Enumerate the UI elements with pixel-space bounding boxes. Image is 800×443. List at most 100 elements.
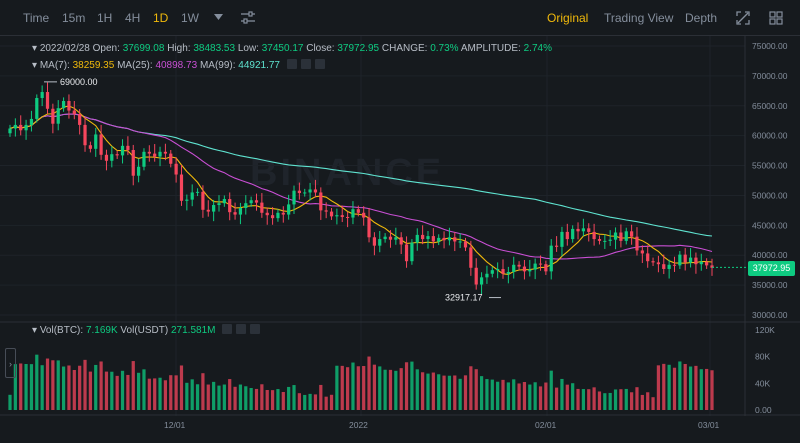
- candle: [571, 225, 575, 243]
- volume-bar: [67, 365, 71, 410]
- candle: [201, 185, 205, 218]
- volume-bar: [72, 370, 76, 410]
- candle: [608, 230, 612, 246]
- view-trading-view[interactable]: Trading View: [604, 11, 674, 25]
- grid-layout-icon[interactable]: [769, 11, 783, 25]
- ma7-value: 38259.35: [72, 60, 115, 71]
- volume-bar: [630, 392, 634, 410]
- volume-bar: [576, 388, 580, 410]
- candle: [431, 228, 435, 249]
- candle: [335, 208, 339, 225]
- volume-bar: [8, 394, 12, 410]
- vol-eye-icon[interactable]: [222, 324, 233, 334]
- price-tick-label: 45000.00: [752, 220, 788, 230]
- candle: [394, 227, 398, 245]
- ohlc-info-row: ▾ 2022/02/28 Open: 37699.08 High: 38483.…: [32, 43, 552, 54]
- vol-settings-icon[interactable]: [236, 324, 247, 334]
- volume-bar: [554, 387, 559, 410]
- volume-tick-label: 120K: [755, 325, 775, 335]
- candle: [340, 205, 344, 223]
- volume-bar: [35, 354, 39, 410]
- candle: [67, 94, 71, 119]
- chevron-down-icon[interactable]: [214, 14, 223, 21]
- expand-panel-toggle[interactable]: ›: [5, 348, 16, 378]
- annotations: 69000.00 32917.17: [44, 77, 748, 303]
- volume-tick-label: 40K: [755, 378, 770, 388]
- tab-1w[interactable]: 1W: [181, 11, 199, 25]
- tab-time[interactable]: Time: [23, 11, 50, 25]
- candle: [581, 218, 585, 237]
- view-depth[interactable]: Depth: [685, 11, 718, 25]
- volume-bar: [217, 385, 221, 410]
- axes: 75000.00 70000.00 65000.00 60000.00 55000.00…: [164, 41, 788, 430]
- volume-bar: [485, 379, 489, 410]
- vol-close-icon[interactable]: [250, 324, 261, 334]
- view-original[interactable]: Original: [547, 11, 589, 25]
- info-change: 0.73%: [430, 43, 459, 54]
- candle: [656, 255, 661, 273]
- candle: [131, 144, 135, 186]
- volume-bar: [110, 371, 114, 410]
- volume-bar: [169, 375, 173, 410]
- volume-bar: [228, 379, 232, 410]
- volume-bar: [587, 389, 591, 410]
- candle: [469, 240, 473, 276]
- volume-bar: [362, 366, 366, 410]
- candle: [619, 224, 623, 248]
- candlestick-chart[interactable]: 75000.00 70000.00 65000.00 60000.00 55000.00…: [0, 36, 800, 443]
- candle: [153, 144, 157, 162]
- candle: [35, 94, 39, 123]
- volume-bar: [238, 384, 243, 410]
- candle: [163, 143, 168, 161]
- volume-bars: [8, 354, 714, 410]
- candle: [287, 194, 291, 220]
- candle: [544, 260, 548, 275]
- candle: [576, 222, 580, 240]
- candle: [329, 207, 334, 220]
- candle: [587, 223, 591, 242]
- candle: [538, 255, 543, 271]
- volume-bar: [549, 370, 553, 410]
- tab-15m[interactable]: 15m: [62, 11, 86, 25]
- volume-bar: [404, 362, 409, 410]
- volume-bar: [694, 365, 698, 410]
- volume-bar: [678, 361, 682, 410]
- close-icon[interactable]: [314, 59, 325, 69]
- volume-bar: [581, 389, 585, 410]
- volume-bar: [270, 390, 275, 410]
- volume-bar: [201, 373, 205, 410]
- settings-sliders-icon[interactable]: [240, 11, 256, 25]
- candle: [437, 234, 441, 246]
- volume-bar: [61, 366, 66, 410]
- volume-bar: [501, 379, 505, 410]
- candle: [94, 127, 98, 157]
- toolbar: Time 15m 1H 4H 1D 1W Original Trading Vi…: [0, 0, 800, 36]
- volume-bar: [287, 386, 291, 410]
- candle: [678, 251, 682, 269]
- info-high: 38483.53: [193, 43, 236, 54]
- volume-bar: [88, 371, 92, 410]
- candle: [383, 233, 387, 243]
- price-tick-label: 35000.00: [752, 280, 788, 290]
- volume-bar: [522, 382, 527, 410]
- candle: [190, 184, 194, 207]
- volume-bar: [512, 379, 516, 410]
- volume-tick-label: 0.00: [755, 405, 772, 415]
- volume-bar: [24, 364, 28, 410]
- candle: [667, 259, 671, 279]
- volume-bar: [163, 380, 168, 410]
- fullscreen-icon[interactable]: [736, 11, 750, 25]
- candle: [597, 235, 602, 245]
- ma-info-row: ▾ MA(7): 38259.35 MA(25): 40898.73 MA(99…: [32, 59, 325, 71]
- volume-bar: [153, 378, 157, 410]
- candle: [565, 223, 569, 246]
- candle: [410, 239, 414, 265]
- settings-icon[interactable]: [300, 59, 311, 69]
- tab-4h[interactable]: 4H: [125, 11, 141, 25]
- candle: [319, 187, 323, 220]
- candle: [603, 234, 607, 249]
- volume-bar: [29, 364, 34, 410]
- tab-1h[interactable]: 1H: [97, 11, 113, 25]
- tab-1d[interactable]: 1D: [153, 11, 169, 25]
- eye-icon[interactable]: [286, 59, 297, 69]
